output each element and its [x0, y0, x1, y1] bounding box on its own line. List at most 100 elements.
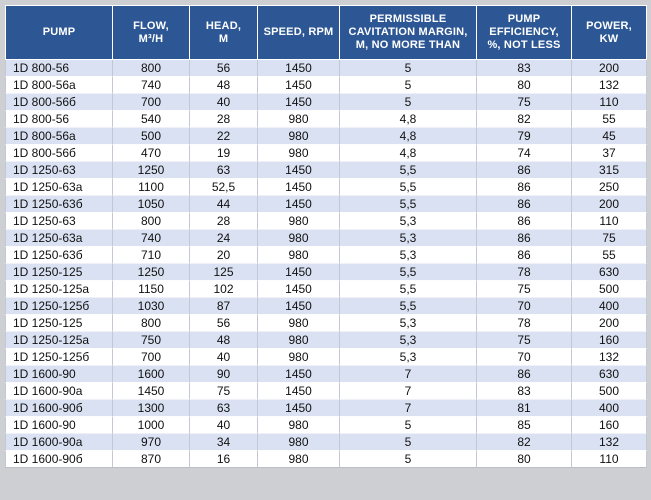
cell-head: 40	[190, 349, 258, 366]
cell-efficiency: 86	[477, 230, 572, 247]
cell-head: 44	[190, 196, 258, 213]
cell-pump: 1D 1250-125a	[5, 332, 113, 349]
cell-power: 132	[572, 77, 647, 94]
cell-efficiency: 86	[477, 366, 572, 383]
cell-cavitation: 5,5	[340, 264, 477, 281]
cell-cavitation: 5	[340, 77, 477, 94]
cell-cavitation: 5	[340, 417, 477, 434]
cell-speed: 980	[258, 213, 340, 230]
cell-cavitation: 5	[340, 451, 477, 468]
cell-power: 37	[572, 145, 647, 162]
cell-efficiency: 79	[477, 128, 572, 145]
cell-cavitation: 5,3	[340, 332, 477, 349]
cell-head: 48	[190, 77, 258, 94]
table-row: 1D 1250-125 800 56 980 5,3 78 200	[5, 315, 647, 332]
cell-speed: 980	[258, 332, 340, 349]
cell-power: 630	[572, 366, 647, 383]
cell-power: 55	[572, 247, 647, 264]
cell-cavitation: 5	[340, 434, 477, 451]
cell-pump: 1D 800-56	[5, 60, 113, 77]
column-header-power: POWER, KW	[572, 5, 647, 60]
column-header-speed: SPEED, RPM	[258, 5, 340, 60]
cell-pump: 1D 800-56	[5, 111, 113, 128]
table-row: 1D 800-56б 470 19 980 4,8 74 37	[5, 145, 647, 162]
cell-efficiency: 86	[477, 213, 572, 230]
cell-speed: 1450	[258, 264, 340, 281]
cell-efficiency: 82	[477, 111, 572, 128]
cell-speed: 1450	[258, 298, 340, 315]
cell-speed: 1450	[258, 281, 340, 298]
column-header-head: HEAD, M	[190, 5, 258, 60]
cell-head: 28	[190, 111, 258, 128]
cell-power: 500	[572, 383, 647, 400]
cell-power: 500	[572, 281, 647, 298]
table-body: 1D 800-56 800 56 1450 5 83 200 1D 800-56a 740 48 1…	[5, 60, 647, 468]
table-row: 1D 800-56a 740 48 1450 5 80 132	[5, 77, 647, 94]
cell-head: 52,5	[190, 179, 258, 196]
cell-flow: 1050	[113, 196, 190, 213]
cell-efficiency: 86	[477, 162, 572, 179]
cell-head: 40	[190, 94, 258, 111]
cell-pump: 1D 800-56б	[5, 94, 113, 111]
cell-flow: 1100	[113, 179, 190, 196]
cell-head: 16	[190, 451, 258, 468]
cell-pump: 1D 800-56б	[5, 145, 113, 162]
cell-power: 630	[572, 264, 647, 281]
cell-efficiency: 81	[477, 400, 572, 417]
cell-pump: 1D 1600-90б	[5, 400, 113, 417]
cell-speed: 980	[258, 315, 340, 332]
table-row: 1D 1250-125 1250 125 1450 5,5 78 630	[5, 264, 647, 281]
cell-head: 28	[190, 213, 258, 230]
cell-efficiency: 80	[477, 451, 572, 468]
cell-efficiency: 75	[477, 332, 572, 349]
cell-flow: 1600	[113, 366, 190, 383]
cell-power: 315	[572, 162, 647, 179]
cell-power: 110	[572, 451, 647, 468]
cell-flow: 800	[113, 213, 190, 230]
cell-pump: 1D 1250-63a	[5, 230, 113, 247]
table-row: 1D 800-56 800 56 1450 5 83 200	[5, 60, 647, 77]
cell-flow: 750	[113, 332, 190, 349]
cell-pump: 1D 1600-90a	[5, 434, 113, 451]
cell-efficiency: 78	[477, 315, 572, 332]
cell-efficiency: 74	[477, 145, 572, 162]
cell-flow: 740	[113, 230, 190, 247]
cell-speed: 980	[258, 417, 340, 434]
table-row: 1D 1250-125a 750 48 980 5,3 75 160	[5, 332, 647, 349]
cell-flow: 700	[113, 349, 190, 366]
cell-power: 75	[572, 230, 647, 247]
cell-head: 24	[190, 230, 258, 247]
cell-power: 200	[572, 196, 647, 213]
cell-cavitation: 4,8	[340, 128, 477, 145]
cell-flow: 800	[113, 60, 190, 77]
column-header-cavitation: PERMISSIBLE CAVITATION MARGIN, M, NO MOR…	[340, 5, 477, 60]
cell-pump: 1D 800-56a	[5, 128, 113, 145]
cell-speed: 980	[258, 451, 340, 468]
cell-pump: 1D 1250-125a	[5, 281, 113, 298]
cell-speed: 1450	[258, 400, 340, 417]
cell-cavitation: 5,5	[340, 162, 477, 179]
cell-cavitation: 5,5	[340, 179, 477, 196]
cell-pump: 1D 1600-90	[5, 366, 113, 383]
cell-power: 160	[572, 417, 647, 434]
cell-cavitation: 5,5	[340, 298, 477, 315]
cell-flow: 1450	[113, 383, 190, 400]
pump-spec-table-wrap: PUMP FLOW, M³/H HEAD, M SPEED, RPM PERMI…	[5, 5, 647, 468]
cell-flow: 500	[113, 128, 190, 145]
cell-pump: 1D 1250-125	[5, 315, 113, 332]
cell-speed: 1450	[258, 162, 340, 179]
cell-speed: 980	[258, 230, 340, 247]
cell-pump: 1D 1250-63a	[5, 179, 113, 196]
cell-flow: 870	[113, 451, 190, 468]
table-row: 1D 1250-63б 1050 44 1450 5,5 86 200	[5, 196, 647, 213]
cell-head: 90	[190, 366, 258, 383]
cell-flow: 710	[113, 247, 190, 264]
table-row: 1D 1250-125б 1030 87 1450 5,5 70 400	[5, 298, 647, 315]
cell-power: 400	[572, 298, 647, 315]
cell-power: 200	[572, 315, 647, 332]
column-header-efficiency: PUMP EFFICIENCY, %, NOT LESS	[477, 5, 572, 60]
cell-speed: 980	[258, 145, 340, 162]
cell-efficiency: 80	[477, 77, 572, 94]
cell-pump: 1D 800-56a	[5, 77, 113, 94]
cell-head: 34	[190, 434, 258, 451]
